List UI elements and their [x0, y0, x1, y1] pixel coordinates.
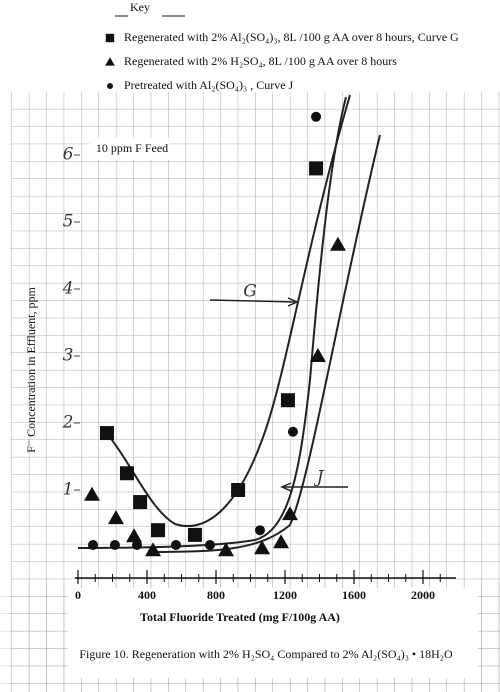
legend-marker — [107, 83, 113, 89]
data-point — [109, 539, 120, 550]
data-point — [131, 539, 142, 550]
caption: Figure 10. Regeneration with 2% H₂SO₄ Co… — [79, 647, 453, 661]
legend-label: Regenerated with 2% Al₂(SO₄)₃, 8L /100 g… — [124, 30, 459, 44]
data-point — [170, 539, 181, 550]
data-point — [309, 348, 326, 362]
data-point — [126, 528, 143, 543]
y-tick-label: 2 — [62, 413, 74, 433]
data-point — [282, 506, 299, 521]
data-point — [311, 111, 322, 122]
annotation: 10 ppm F Feed — [96, 141, 168, 155]
x-tick-label: 400 — [138, 588, 156, 602]
data-point — [287, 426, 298, 437]
data-point — [88, 539, 99, 550]
annotation-box — [90, 138, 170, 160]
annotation: J — [314, 468, 325, 488]
data-point — [119, 466, 134, 481]
data-point — [99, 426, 114, 441]
x-tick-label: 1600 — [342, 588, 366, 602]
legend-marker — [105, 33, 115, 43]
data-point — [254, 540, 271, 555]
y-tick-label: 5 — [63, 212, 74, 232]
data-point — [218, 542, 235, 557]
data-point — [145, 542, 162, 557]
annotation: G — [243, 282, 257, 302]
data-point — [133, 495, 148, 510]
data-point — [107, 510, 124, 525]
y-axis-title: F⁻ Concentration in Effluent, ppm — [24, 286, 38, 452]
legend-label: Regenerated with 2% H₂SO₄, 8L /100 g AA … — [124, 54, 397, 68]
x-tick-label: 800 — [207, 588, 225, 602]
data-point — [151, 523, 166, 538]
data-point — [309, 161, 324, 176]
data-point — [254, 525, 265, 536]
legend-label: Pretreated with Al₂(SO₄)₃ , Curve J — [124, 78, 294, 92]
x-tick-label: 1200 — [273, 588, 297, 602]
data-point — [83, 486, 100, 501]
legend-marker — [105, 57, 115, 66]
x-axis-title: Total Fluoride Treated (mg F/100g AA) — [140, 610, 340, 624]
y-tick-label: 3 — [63, 346, 74, 366]
key-title: Key — [130, 0, 150, 14]
y-tick-label: 6 — [63, 145, 74, 165]
y-tick-label: 1 — [63, 480, 74, 500]
curve-j — [77, 96, 347, 549]
curve-g — [103, 94, 351, 527]
data-point — [187, 527, 202, 542]
x-tick-label: 2000 — [411, 588, 435, 602]
x-tick-label: 0 — [75, 588, 81, 602]
label-area — [68, 588, 478, 678]
annotation-arrowhead — [287, 297, 299, 307]
data-point — [204, 539, 215, 550]
y-tick-label: 4 — [62, 279, 74, 299]
data-point — [280, 393, 295, 408]
annotation-arrowhead — [280, 482, 292, 492]
data-point — [329, 236, 346, 251]
annotation-arrow — [209, 299, 296, 303]
data-point — [231, 483, 246, 497]
data-point — [273, 534, 290, 549]
